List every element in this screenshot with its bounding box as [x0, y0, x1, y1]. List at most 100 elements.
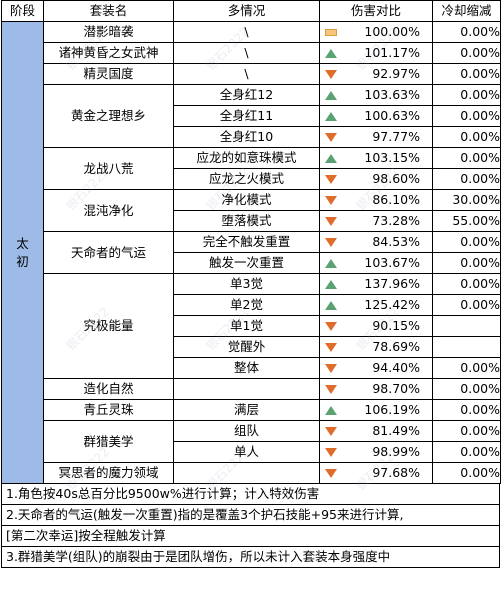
set-name-cell: 青丘灵珠	[43, 399, 174, 421]
trend-up-icon	[321, 275, 343, 293]
set-name-cell: 群猎美学	[43, 420, 174, 463]
condition-cell: 满层	[173, 399, 320, 421]
damage-cell: 98.70%	[319, 378, 433, 400]
table-row: 全身红10 97.77% 0.00%	[2, 126, 501, 148]
trend-up-icon	[321, 401, 343, 419]
table-row: 混沌净化 净化模式 86.10% 30.00%	[2, 189, 501, 232]
set-name-cell: 冥思者的魔力领域	[43, 462, 174, 484]
cooldown-cell: 0.00%	[432, 168, 501, 190]
cooldown-cell: 0.00%	[432, 21, 501, 43]
cooldown-cell: 0.00%	[432, 231, 501, 253]
table-row: 单1觉 90.15%	[2, 315, 501, 337]
condition-cell: 完全不触发重置	[173, 231, 320, 253]
cooldown-cell: 0.00%	[432, 462, 501, 484]
cooldown-cell	[432, 336, 501, 358]
condition-cell: 净化模式	[173, 189, 320, 211]
damage-cell: 78.69%	[319, 336, 433, 358]
damage-cell: 101.17%	[319, 42, 433, 64]
cooldown-cell: 0.00%	[432, 273, 501, 295]
cooldown-cell: 55.00%	[432, 210, 501, 232]
condition-cell: 觉醒外	[173, 336, 320, 358]
trend-flat-icon	[321, 23, 343, 41]
damage-value: 98.70%	[372, 381, 420, 396]
damage-value: 90.15%	[372, 318, 420, 333]
stage-char: 太	[16, 235, 29, 251]
set-name-cell: 究极能量	[43, 273, 174, 379]
damage-value: 98.99%	[372, 444, 420, 459]
damage-cell: 94.40%	[319, 357, 433, 379]
trend-down-icon	[321, 128, 343, 146]
set-name-cell: 天命者的气运	[43, 231, 174, 274]
damage-cell: 98.60%	[319, 168, 433, 190]
trend-up-icon	[321, 296, 343, 314]
cooldown-cell: 0.00%	[432, 399, 501, 421]
stage-char: 初	[16, 253, 29, 269]
table-row: 精灵国度 \ 92.97% 0.00%	[2, 63, 501, 85]
cooldown-cell: 0.00%	[432, 42, 501, 64]
cooldown-cell: 0.00%	[432, 420, 501, 442]
table-row: 黄金之理想乡 全身红12 103.63% 0.00%	[2, 84, 501, 148]
set-name-cell: 诸神黄昏之女武神	[43, 42, 174, 64]
damage-value: 94.40%	[372, 360, 420, 375]
table-row: 触发一次重置 103.67% 0.00%	[2, 252, 501, 274]
table-row: 冥思者的魔力领域 97.68% 0.00%	[2, 462, 501, 484]
condition-cell: 单人	[173, 441, 320, 463]
damage-value: 98.60%	[372, 171, 420, 186]
damage-value: 137.96%	[364, 276, 420, 291]
damage-value: 106.19%	[364, 402, 420, 417]
cooldown-cell: 0.00%	[432, 378, 501, 400]
damage-value: 103.15%	[364, 150, 420, 165]
cooldown-cell	[432, 315, 501, 337]
cooldown-cell: 0.00%	[432, 441, 501, 463]
header-row: 阶段 套装名 多情况 伤害对比 冷却缩减	[1, 0, 501, 22]
cooldown-cell: 0.00%	[432, 63, 501, 85]
table-row: 单2觉 125.42% 0.00%	[2, 294, 501, 316]
damage-value: 92.97%	[372, 66, 420, 81]
trend-down-icon	[321, 233, 343, 251]
trend-up-icon	[321, 107, 343, 125]
set-name-cell: 造化自然	[43, 378, 174, 400]
damage-cell: 103.15%	[319, 147, 433, 169]
trend-down-icon	[321, 317, 343, 335]
damage-cell: 103.67%	[319, 252, 433, 274]
trend-down-icon	[321, 359, 343, 377]
damage-cell: 81.49%	[319, 420, 433, 442]
condition-cell: 应龙之火模式	[173, 168, 320, 190]
damage-value: 86.10%	[372, 192, 420, 207]
header-set-name: 套装名	[43, 0, 174, 22]
table-row: 整体 94.40% 0.00%	[2, 357, 501, 379]
cooldown-cell: 0.00%	[432, 84, 501, 106]
trend-up-icon	[321, 149, 343, 167]
damage-cell: 100.63%	[319, 105, 433, 127]
table-row: 诸神黄昏之女武神 \ 101.17% 0.00%	[2, 42, 501, 64]
table-row: 堕落模式 73.28% 55.00%	[2, 210, 501, 232]
trend-down-icon	[321, 464, 343, 482]
condition-cell: 触发一次重置	[173, 252, 320, 274]
notes-section: 1.角色按40s总百分比9500w%进行计算；计入特效伤害 2.天命者的气运(触发…	[1, 483, 500, 568]
damage-value: 101.17%	[364, 45, 420, 60]
damage-value: 103.63%	[364, 87, 420, 102]
trend-down-icon	[321, 422, 343, 440]
cooldown-cell: 30.00%	[432, 189, 501, 211]
trend-up-icon	[321, 44, 343, 62]
table-row: 群猎美学 组队 81.49% 0.00%	[2, 420, 501, 463]
table-row: 太初潜影暗袭 \ 100.00% 0.00%	[1, 21, 501, 484]
condition-cell: 堕落模式	[173, 210, 320, 232]
trend-down-icon	[321, 212, 343, 230]
damage-value: 73.28%	[372, 213, 420, 228]
set-name-cell: 潜影暗袭	[43, 21, 174, 43]
cooldown-cell: 0.00%	[432, 105, 501, 127]
cooldown-cell: 0.00%	[432, 294, 501, 316]
cooldown-cell: 0.00%	[432, 252, 501, 274]
set-name-cell: 黄金之理想乡	[43, 84, 174, 148]
damage-value: 97.68%	[372, 465, 420, 480]
damage-cell: 73.28%	[319, 210, 433, 232]
condition-cell: \	[173, 21, 320, 43]
note-line: 2.天命者的气运(触发一次重置)指的是覆盖3个护石技能+95来进行计算,	[1, 505, 500, 526]
condition-cell: 单2觉	[173, 294, 320, 316]
condition-cell: 全身红12	[173, 84, 320, 106]
header-stage: 阶段	[1, 0, 44, 22]
table-row: 究极能量 单3觉 137.96% 0.00%	[2, 273, 501, 379]
condition-cell: 整体	[173, 357, 320, 379]
